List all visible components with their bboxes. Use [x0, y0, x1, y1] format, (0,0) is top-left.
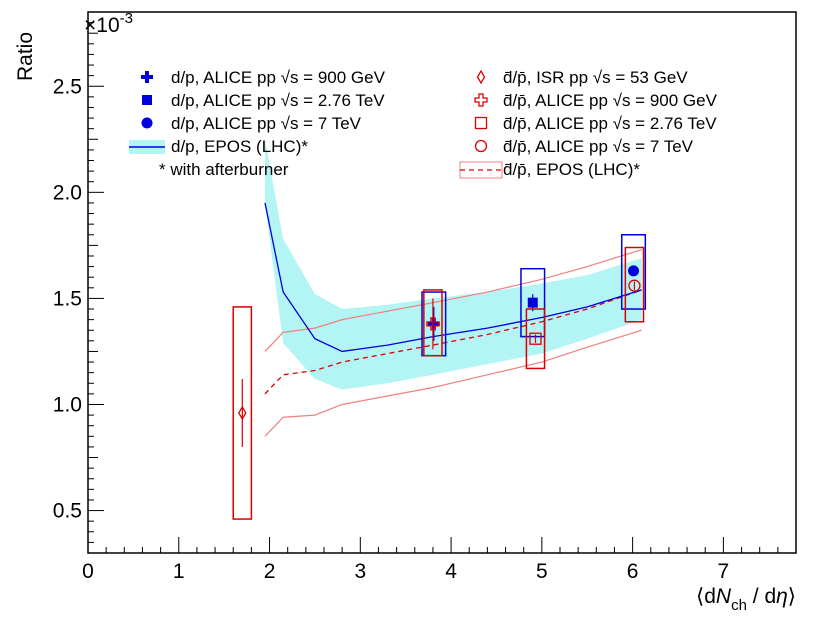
x-tick-label: 4: [445, 560, 457, 583]
x-title-n: N: [716, 585, 732, 608]
legend-label: d̄/p̄, ALICE pp √s = 2.76 TeV: [503, 114, 717, 133]
x-tick-label: 7: [718, 560, 730, 583]
data-point-0: [427, 317, 440, 330]
y-tick-label: 1.5: [53, 287, 82, 310]
syst-box: [525, 308, 546, 370]
x-title-open: ⟨d: [696, 585, 716, 608]
data-point-5: [529, 332, 542, 345]
x-title-sub: ch: [731, 597, 747, 614]
legend-marker: [474, 93, 488, 107]
data-point-6: [628, 279, 641, 292]
data-point-3: [238, 405, 247, 421]
epos-dbar-band-lower: [264, 329, 642, 437]
legend-right: d̄/p̄, ISR pp √s = 53 GeV d̄/p̄, ALICE pp…: [459, 68, 718, 179]
legend-label: d̄/p̄, ALICE pp √s = 900 GeV: [503, 91, 718, 110]
legend-label: d/p, EPOS (LHC)*: [171, 137, 308, 156]
syst-box: [423, 289, 443, 357]
epos-dbar-line: [264, 289, 642, 395]
x-tick-label: 6: [627, 560, 639, 583]
y-tick-label: 1.0: [53, 393, 82, 416]
legend-label: d/p, ALICE pp √s = 7 TeV: [171, 114, 362, 133]
plot-frame: [87, 11, 797, 554]
syst-box: [232, 306, 253, 520]
data-point-2: [628, 265, 640, 277]
x-tick-label: 1: [173, 560, 185, 583]
data-point-1: [527, 297, 538, 308]
epos-dp-line: [264, 202, 642, 353]
x-tick-label: 0: [82, 560, 94, 583]
x-axis-title: ⟨dNch / dη⟩: [696, 585, 796, 614]
y-multiplier-base: ×10: [84, 14, 120, 37]
syst-box: [620, 234, 647, 310]
syst-box: [520, 267, 546, 338]
model-bands: [265, 139, 642, 390]
y-multiplier: ×10-3: [84, 10, 133, 37]
y-tick-label: 0.5: [53, 500, 82, 523]
legend-marker: [476, 69, 486, 85]
y-tick-label: 2.0: [53, 181, 82, 204]
syst-box: [624, 246, 645, 323]
legend-label: d̄/p̄, ALICE pp √s = 7 TeV: [503, 137, 694, 156]
data-points: [232, 234, 647, 520]
x-tick-label: 5: [536, 560, 548, 583]
epos-dbar-band-upper: [264, 249, 642, 352]
legend-label: d/p, ALICE pp √s = 900 GeV: [171, 68, 386, 87]
data-point-4: [426, 317, 440, 331]
x-tick-label: 2: [264, 560, 276, 583]
y-axis-title: Ratio: [14, 32, 37, 81]
y-axis-ticks: 0.5 1.0 1.5 2.0 2.5: [53, 11, 104, 554]
legend-label: d/p, ALICE pp √s = 2.76 TeV: [171, 91, 385, 110]
legend-marker: [141, 71, 153, 83]
legend-label: d̄/p̄, ISR pp √s = 53 GeV: [503, 68, 688, 87]
legend-label: d̄/p̄, EPOS (LHC)*: [503, 160, 640, 179]
x-axis-ticks: 0 1 2 3 4 5 6 7: [82, 537, 797, 583]
x-title-mid: / d: [747, 585, 776, 608]
y-multiplier-exponent: -3: [120, 10, 133, 27]
y-tick-label: 2.5: [53, 75, 82, 98]
epos-dp-band: [265, 139, 642, 390]
x-title-eta: η: [776, 585, 788, 608]
legend-marker: [141, 117, 153, 129]
legend-left: d/p, ALICE pp √s = 900 GeV d/p, ALICE pp …: [129, 68, 386, 179]
legend-marker: [474, 116, 488, 130]
legend-marker: [474, 139, 488, 153]
x-tick-label: 3: [354, 560, 366, 583]
x-title-close: ⟩: [788, 585, 796, 608]
legend-marker: [142, 95, 152, 105]
legend-label: * with afterburner: [159, 160, 289, 179]
model-lines: [264, 202, 642, 437]
